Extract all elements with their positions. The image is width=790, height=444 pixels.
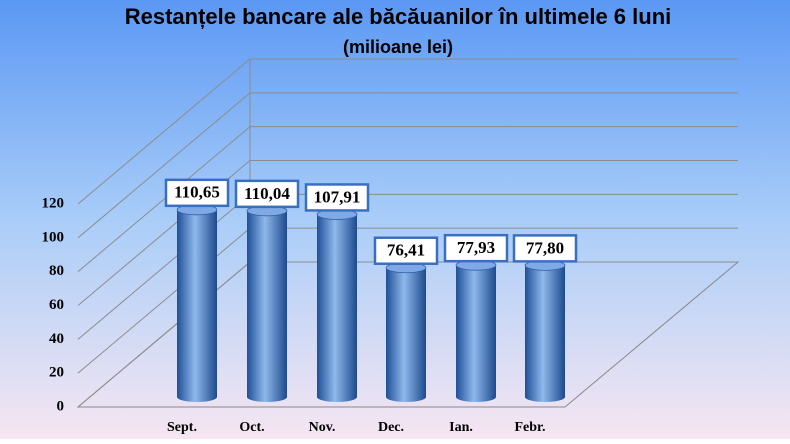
value-label: 77,80: [526, 238, 564, 257]
value-label-box: [373, 236, 439, 265]
value-label-box: [304, 183, 370, 212]
cylinder: [317, 214, 357, 402]
value-label-box: [164, 178, 230, 208]
value-label: 77,93: [457, 238, 495, 257]
value-label-box: [234, 179, 300, 209]
value-label: 110,65: [174, 183, 220, 202]
y-tick-label: 100: [42, 229, 65, 245]
x-tick-label: Ian.: [449, 420, 473, 435]
x-tick-label: Nov.: [309, 420, 336, 435]
y-tick-label: 40: [49, 331, 64, 347]
cylinder: [386, 267, 426, 402]
value-label-box: [512, 234, 578, 263]
cylinder: [247, 210, 287, 402]
cylinder: [177, 209, 217, 402]
value-label: 76,41: [387, 241, 425, 260]
y-tick-label: 20: [49, 365, 64, 381]
y-tick-label: 0: [57, 398, 65, 414]
x-tick-label: Sept.: [167, 420, 197, 435]
y-tick-label: 80: [49, 263, 64, 279]
value-label: 110,04: [244, 184, 290, 203]
y-tick-label: 60: [49, 297, 64, 313]
x-tick-label: Dec.: [378, 420, 404, 435]
value-label: 107,91: [314, 187, 361, 206]
x-tick-label: Oct.: [239, 420, 264, 435]
x-tick-label: Febr.: [515, 420, 546, 435]
value-label-box: [443, 233, 509, 263]
y-tick-label: 120: [42, 195, 65, 211]
cylinder: [525, 265, 565, 402]
chart-title: Restanțele bancare ale băcăuanilor în ul…: [125, 4, 672, 29]
chart-subtitle: (milioane lei): [343, 37, 453, 57]
cylinder: [456, 265, 496, 402]
